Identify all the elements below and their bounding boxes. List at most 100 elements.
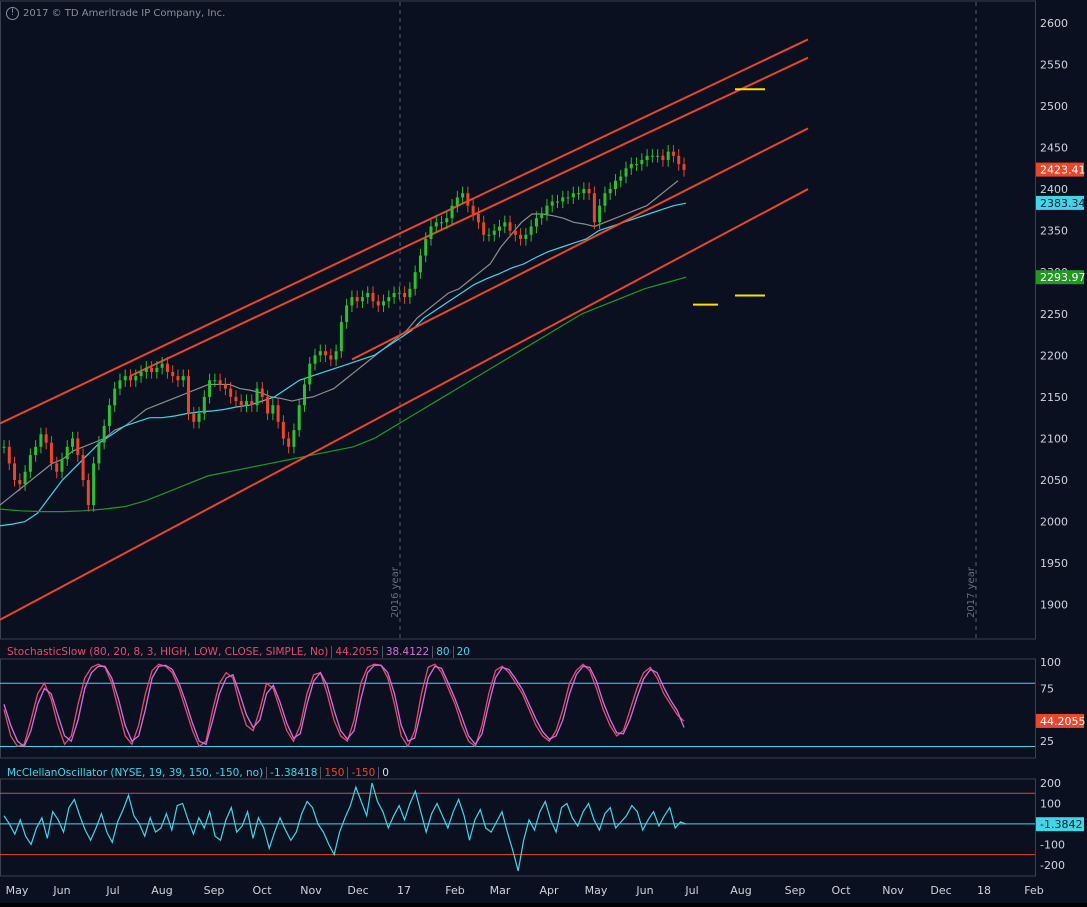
candle-body: [165, 363, 169, 372]
candle-body: [239, 401, 243, 406]
x-tick-label: Sep: [785, 884, 806, 897]
x-tick-label: Dec: [930, 884, 951, 897]
candle-body: [666, 151, 670, 160]
x-tick-label: Feb: [1024, 884, 1043, 897]
candle-body: [39, 434, 43, 447]
mcc-tick-label: 200: [1040, 777, 1061, 790]
candle-body: [92, 463, 96, 505]
candle-body: [208, 380, 212, 397]
price-tick-label: 2200: [1040, 349, 1068, 362]
info-icon[interactable]: !: [6, 7, 19, 20]
candle-body: [424, 238, 428, 256]
mcclellan-lower: -150: [348, 767, 380, 779]
candle-body: [86, 480, 90, 505]
x-tick-label: Aug: [730, 884, 751, 897]
candle-body: [260, 388, 264, 397]
candle-body: [318, 351, 322, 356]
year-marker-label: 2017 year: [966, 566, 977, 618]
x-tick-label: Nov: [882, 884, 904, 897]
candle-body: [471, 205, 475, 214]
candle-body: [566, 197, 570, 199]
price-tick-label: 2250: [1040, 308, 1068, 321]
stochastic-panel: 100 75 25 44.2055: [0, 656, 1086, 748]
candle-body: [234, 396, 238, 402]
candle-body: [250, 401, 254, 406]
candle-body: [76, 438, 80, 456]
candle-body: [382, 301, 386, 306]
candle-body: [186, 376, 190, 414]
stochastic-over-sold: 20: [456, 646, 470, 658]
candle-body: [534, 218, 538, 227]
x-tick-label: 18: [977, 884, 991, 897]
candle-body: [123, 376, 127, 381]
candle-body: [23, 471, 27, 485]
candle-body: [503, 222, 507, 227]
candle-body: [466, 193, 470, 206]
candle-body: [529, 226, 533, 235]
mcclellan-value: -1.38418: [267, 767, 322, 779]
vertical-grid: [0, 0, 1036, 877]
candle-body: [297, 405, 301, 431]
candle-body: [598, 205, 602, 223]
candle-body: [65, 446, 69, 460]
price-panel: 1900195020002050210021502200225023002350…: [0, 17, 1086, 621]
candle-body: [461, 193, 465, 198]
x-tick-label: Dec: [347, 884, 368, 897]
candle-body: [482, 222, 486, 235]
candle-body: [455, 197, 459, 206]
candle-body: [229, 388, 233, 397]
candle-body: [281, 421, 285, 439]
price-tick-label: 2450: [1040, 141, 1068, 154]
candle-body: [28, 455, 32, 472]
mcc-badge: [1036, 817, 1084, 832]
candle-body: [113, 388, 117, 406]
mcclellan-label[interactable]: McClellanOscillator (NYSE, 19, 39, 150, …: [4, 767, 392, 779]
x-tick-label: Sep: [204, 884, 225, 897]
x-tick-label: Aug: [151, 884, 172, 897]
candle-body: [118, 380, 122, 389]
price-tick-label: 2150: [1040, 391, 1068, 404]
x-tick-label: Jul: [105, 884, 119, 897]
stoch-line: [3, 664, 685, 748]
x-axis: May Jun Jul Aug Sep Oct Nov Dec 17 Feb Mar Apr May Ju…: [6, 2, 1044, 897]
candle-body: [34, 446, 38, 456]
price-tick-label: 2050: [1040, 474, 1068, 487]
candle-body: [561, 197, 565, 202]
candle-body: [413, 272, 417, 289]
candle-body: [287, 438, 291, 447]
candle-body: [498, 226, 502, 231]
price-badge-label: 2423.41: [1040, 164, 1086, 177]
candle-body: [244, 401, 248, 406]
channel-line: [129, 56, 809, 378]
stochastic-label[interactable]: StochasticSlow (80, 20, 8, 3, HIGH, LOW,…: [4, 646, 473, 658]
moving-average-line: [0, 180, 679, 506]
x-tick-label: Nov: [300, 884, 322, 897]
candle-body: [202, 396, 206, 414]
candle-body: [313, 355, 317, 364]
copyright-text: 2017 © TD Ameritrade IP Company, Inc.: [23, 8, 226, 19]
candle-body: [445, 218, 449, 223]
candle-body: [60, 459, 64, 472]
copyright: ! 2017 © TD Ameritrade IP Company, Inc.: [6, 7, 225, 20]
candle-body: [271, 405, 275, 414]
candle-body: [302, 384, 306, 406]
mcclellan-title: McClellanOscillator (NYSE, 19, 39, 150, …: [4, 767, 268, 779]
candle-body: [640, 159, 644, 165]
candle-body: [629, 164, 633, 169]
mcc-tick-label: -200: [1040, 859, 1065, 872]
candle-body: [171, 371, 175, 377]
candle-body: [2, 446, 6, 448]
candle-body: [49, 442, 53, 464]
candle-body: [339, 322, 343, 352]
stoch-tick-label: 75: [1040, 682, 1054, 695]
candle-body: [18, 480, 22, 485]
candle-body: [329, 355, 333, 360]
price-tick-label: 2550: [1040, 58, 1068, 71]
candle-body: [150, 367, 154, 372]
candle-body: [266, 396, 270, 414]
candle-body: [97, 442, 101, 464]
candle-body: [144, 367, 148, 372]
candle-body: [613, 180, 617, 190]
candle-body: [577, 193, 581, 195]
